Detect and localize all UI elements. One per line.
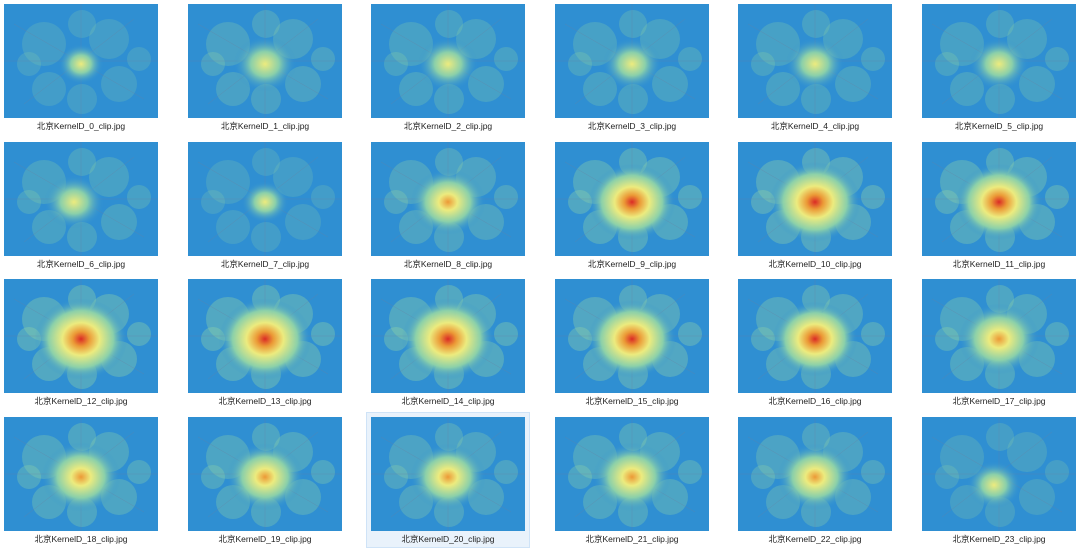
file-name-label: 北京KernelD_14_clip.jpg xyxy=(401,396,495,406)
thumbnail-image[interactable] xyxy=(738,279,892,393)
heatmap-image xyxy=(922,4,1076,118)
file-name-label: 北京KernelD_10_clip.jpg xyxy=(768,259,862,269)
heatmap-image xyxy=(555,279,709,393)
file-name-label: 北京KernelD_22_clip.jpg xyxy=(768,534,862,544)
heatmap-image xyxy=(188,4,342,118)
file-thumbnail-item[interactable]: 北京KernelD_6_clip.jpg xyxy=(0,138,162,272)
thumbnail-image[interactable] xyxy=(188,417,342,531)
thumbnail-image[interactable] xyxy=(738,142,892,256)
thumbnail-image[interactable] xyxy=(738,4,892,118)
file-name-label: 北京KernelD_23_clip.jpg xyxy=(952,534,1046,544)
heatmap-image xyxy=(555,417,709,531)
thumbnail-image[interactable] xyxy=(922,417,1076,531)
thumbnail-image[interactable] xyxy=(4,4,158,118)
file-name-label: 北京KernelD_1_clip.jpg xyxy=(220,121,310,131)
file-thumbnail-item[interactable]: 北京KernelD_15_clip.jpg xyxy=(551,275,713,409)
heatmap-image xyxy=(922,142,1076,256)
heatmap-image xyxy=(371,4,525,118)
heatmap-image xyxy=(922,279,1076,393)
thumbnail-image[interactable] xyxy=(188,142,342,256)
heatmap-image xyxy=(4,279,158,393)
file-name-label: 北京KernelD_17_clip.jpg xyxy=(952,396,1046,406)
heatmap-image xyxy=(4,142,158,256)
thumbnail-image[interactable] xyxy=(371,142,525,256)
file-name-label: 北京KernelD_11_clip.jpg xyxy=(952,259,1046,269)
file-thumbnail-item[interactable]: 北京KernelD_7_clip.jpg xyxy=(184,138,346,272)
thumbnail-image[interactable] xyxy=(4,279,158,393)
heatmap-image xyxy=(555,4,709,118)
thumbnail-image[interactable] xyxy=(922,142,1076,256)
file-thumbnail-item[interactable]: 北京KernelD_11_clip.jpg xyxy=(918,138,1080,272)
file-name-label: 北京KernelD_6_clip.jpg xyxy=(36,259,126,269)
heatmap-image xyxy=(188,279,342,393)
heatmap-image xyxy=(371,417,525,531)
heatmap-image xyxy=(188,142,342,256)
file-thumbnail-item[interactable]: 北京KernelD_3_clip.jpg xyxy=(551,0,713,134)
thumbnail-image[interactable] xyxy=(555,279,709,393)
heatmap-image xyxy=(738,4,892,118)
file-thumbnail-item[interactable]: 北京KernelD_0_clip.jpg xyxy=(0,0,162,134)
thumbnail-image[interactable] xyxy=(738,417,892,531)
file-name-label: 北京KernelD_4_clip.jpg xyxy=(770,121,860,131)
file-thumbnail-item[interactable]: 北京KernelD_18_clip.jpg xyxy=(0,413,162,547)
file-thumbnail-item[interactable]: 北京KernelD_23_clip.jpg xyxy=(918,413,1080,547)
file-thumbnail-item[interactable]: 北京KernelD_8_clip.jpg xyxy=(367,138,529,272)
heatmap-image xyxy=(4,417,158,531)
file-name-label: 北京KernelD_2_clip.jpg xyxy=(403,121,493,131)
thumbnail-image[interactable] xyxy=(555,417,709,531)
file-name-label: 北京KernelD_13_clip.jpg xyxy=(218,396,312,406)
file-thumbnail-item[interactable]: 北京KernelD_20_clip.jpg xyxy=(366,412,530,548)
heatmap-image xyxy=(371,279,525,393)
thumbnail-image[interactable] xyxy=(188,279,342,393)
thumbnail-image[interactable] xyxy=(4,417,158,531)
file-thumbnail-item[interactable]: 北京KernelD_4_clip.jpg xyxy=(734,0,896,134)
file-thumbnail-item[interactable]: 北京KernelD_13_clip.jpg xyxy=(184,275,346,409)
thumbnail-image[interactable] xyxy=(371,4,525,118)
file-thumbnail-item[interactable]: 北京KernelD_22_clip.jpg xyxy=(734,413,896,547)
thumbnail-image[interactable] xyxy=(922,279,1076,393)
heatmap-image xyxy=(371,142,525,256)
heatmap-image xyxy=(4,4,158,118)
file-name-label: 北京KernelD_8_clip.jpg xyxy=(403,259,493,269)
file-name-label: 北京KernelD_0_clip.jpg xyxy=(36,121,126,131)
thumbnail-image[interactable] xyxy=(555,142,709,256)
file-name-label: 北京KernelD_21_clip.jpg xyxy=(585,534,679,544)
file-name-label: 北京KernelD_18_clip.jpg xyxy=(34,534,128,544)
file-thumbnail-item[interactable]: 北京KernelD_17_clip.jpg xyxy=(918,275,1080,409)
file-thumbnail-item[interactable]: 北京KernelD_19_clip.jpg xyxy=(184,413,346,547)
file-name-label: 北京KernelD_20_clip.jpg xyxy=(401,534,495,544)
file-thumbnail-item[interactable]: 北京KernelD_2_clip.jpg xyxy=(367,0,529,134)
file-name-label: 北京KernelD_5_clip.jpg xyxy=(954,121,1044,131)
file-thumbnail-item[interactable]: 北京KernelD_5_clip.jpg xyxy=(918,0,1080,134)
file-thumbnail-item[interactable]: 北京KernelD_21_clip.jpg xyxy=(551,413,713,547)
thumbnail-image[interactable] xyxy=(188,4,342,118)
thumbnail-image[interactable] xyxy=(371,279,525,393)
file-name-label: 北京KernelD_7_clip.jpg xyxy=(220,259,310,269)
file-name-label: 北京KernelD_9_clip.jpg xyxy=(587,259,677,269)
file-name-label: 北京KernelD_12_clip.jpg xyxy=(34,396,128,406)
heatmap-image xyxy=(188,417,342,531)
file-name-label: 北京KernelD_19_clip.jpg xyxy=(218,534,312,544)
file-thumbnail-item[interactable]: 北京KernelD_14_clip.jpg xyxy=(367,275,529,409)
file-thumbnail-item[interactable]: 北京KernelD_9_clip.jpg xyxy=(551,138,713,272)
file-thumbnail-item[interactable]: 北京KernelD_12_clip.jpg xyxy=(0,275,162,409)
file-name-label: 北京KernelD_15_clip.jpg xyxy=(585,396,679,406)
file-thumbnail-item[interactable]: 北京KernelD_10_clip.jpg xyxy=(734,138,896,272)
thumbnail-image[interactable] xyxy=(4,142,158,256)
heatmap-image xyxy=(555,142,709,256)
file-thumbnail-item[interactable]: 北京KernelD_16_clip.jpg xyxy=(734,275,896,409)
heatmap-image xyxy=(738,279,892,393)
file-thumbnail-item[interactable]: 北京KernelD_1_clip.jpg xyxy=(184,0,346,134)
file-name-label: 北京KernelD_3_clip.jpg xyxy=(587,121,677,131)
thumbnail-image[interactable] xyxy=(922,4,1076,118)
heatmap-image xyxy=(922,417,1076,531)
thumbnail-image[interactable] xyxy=(555,4,709,118)
heatmap-image xyxy=(738,417,892,531)
heatmap-image xyxy=(738,142,892,256)
file-name-label: 北京KernelD_16_clip.jpg xyxy=(768,396,862,406)
thumbnail-image[interactable] xyxy=(371,417,525,531)
